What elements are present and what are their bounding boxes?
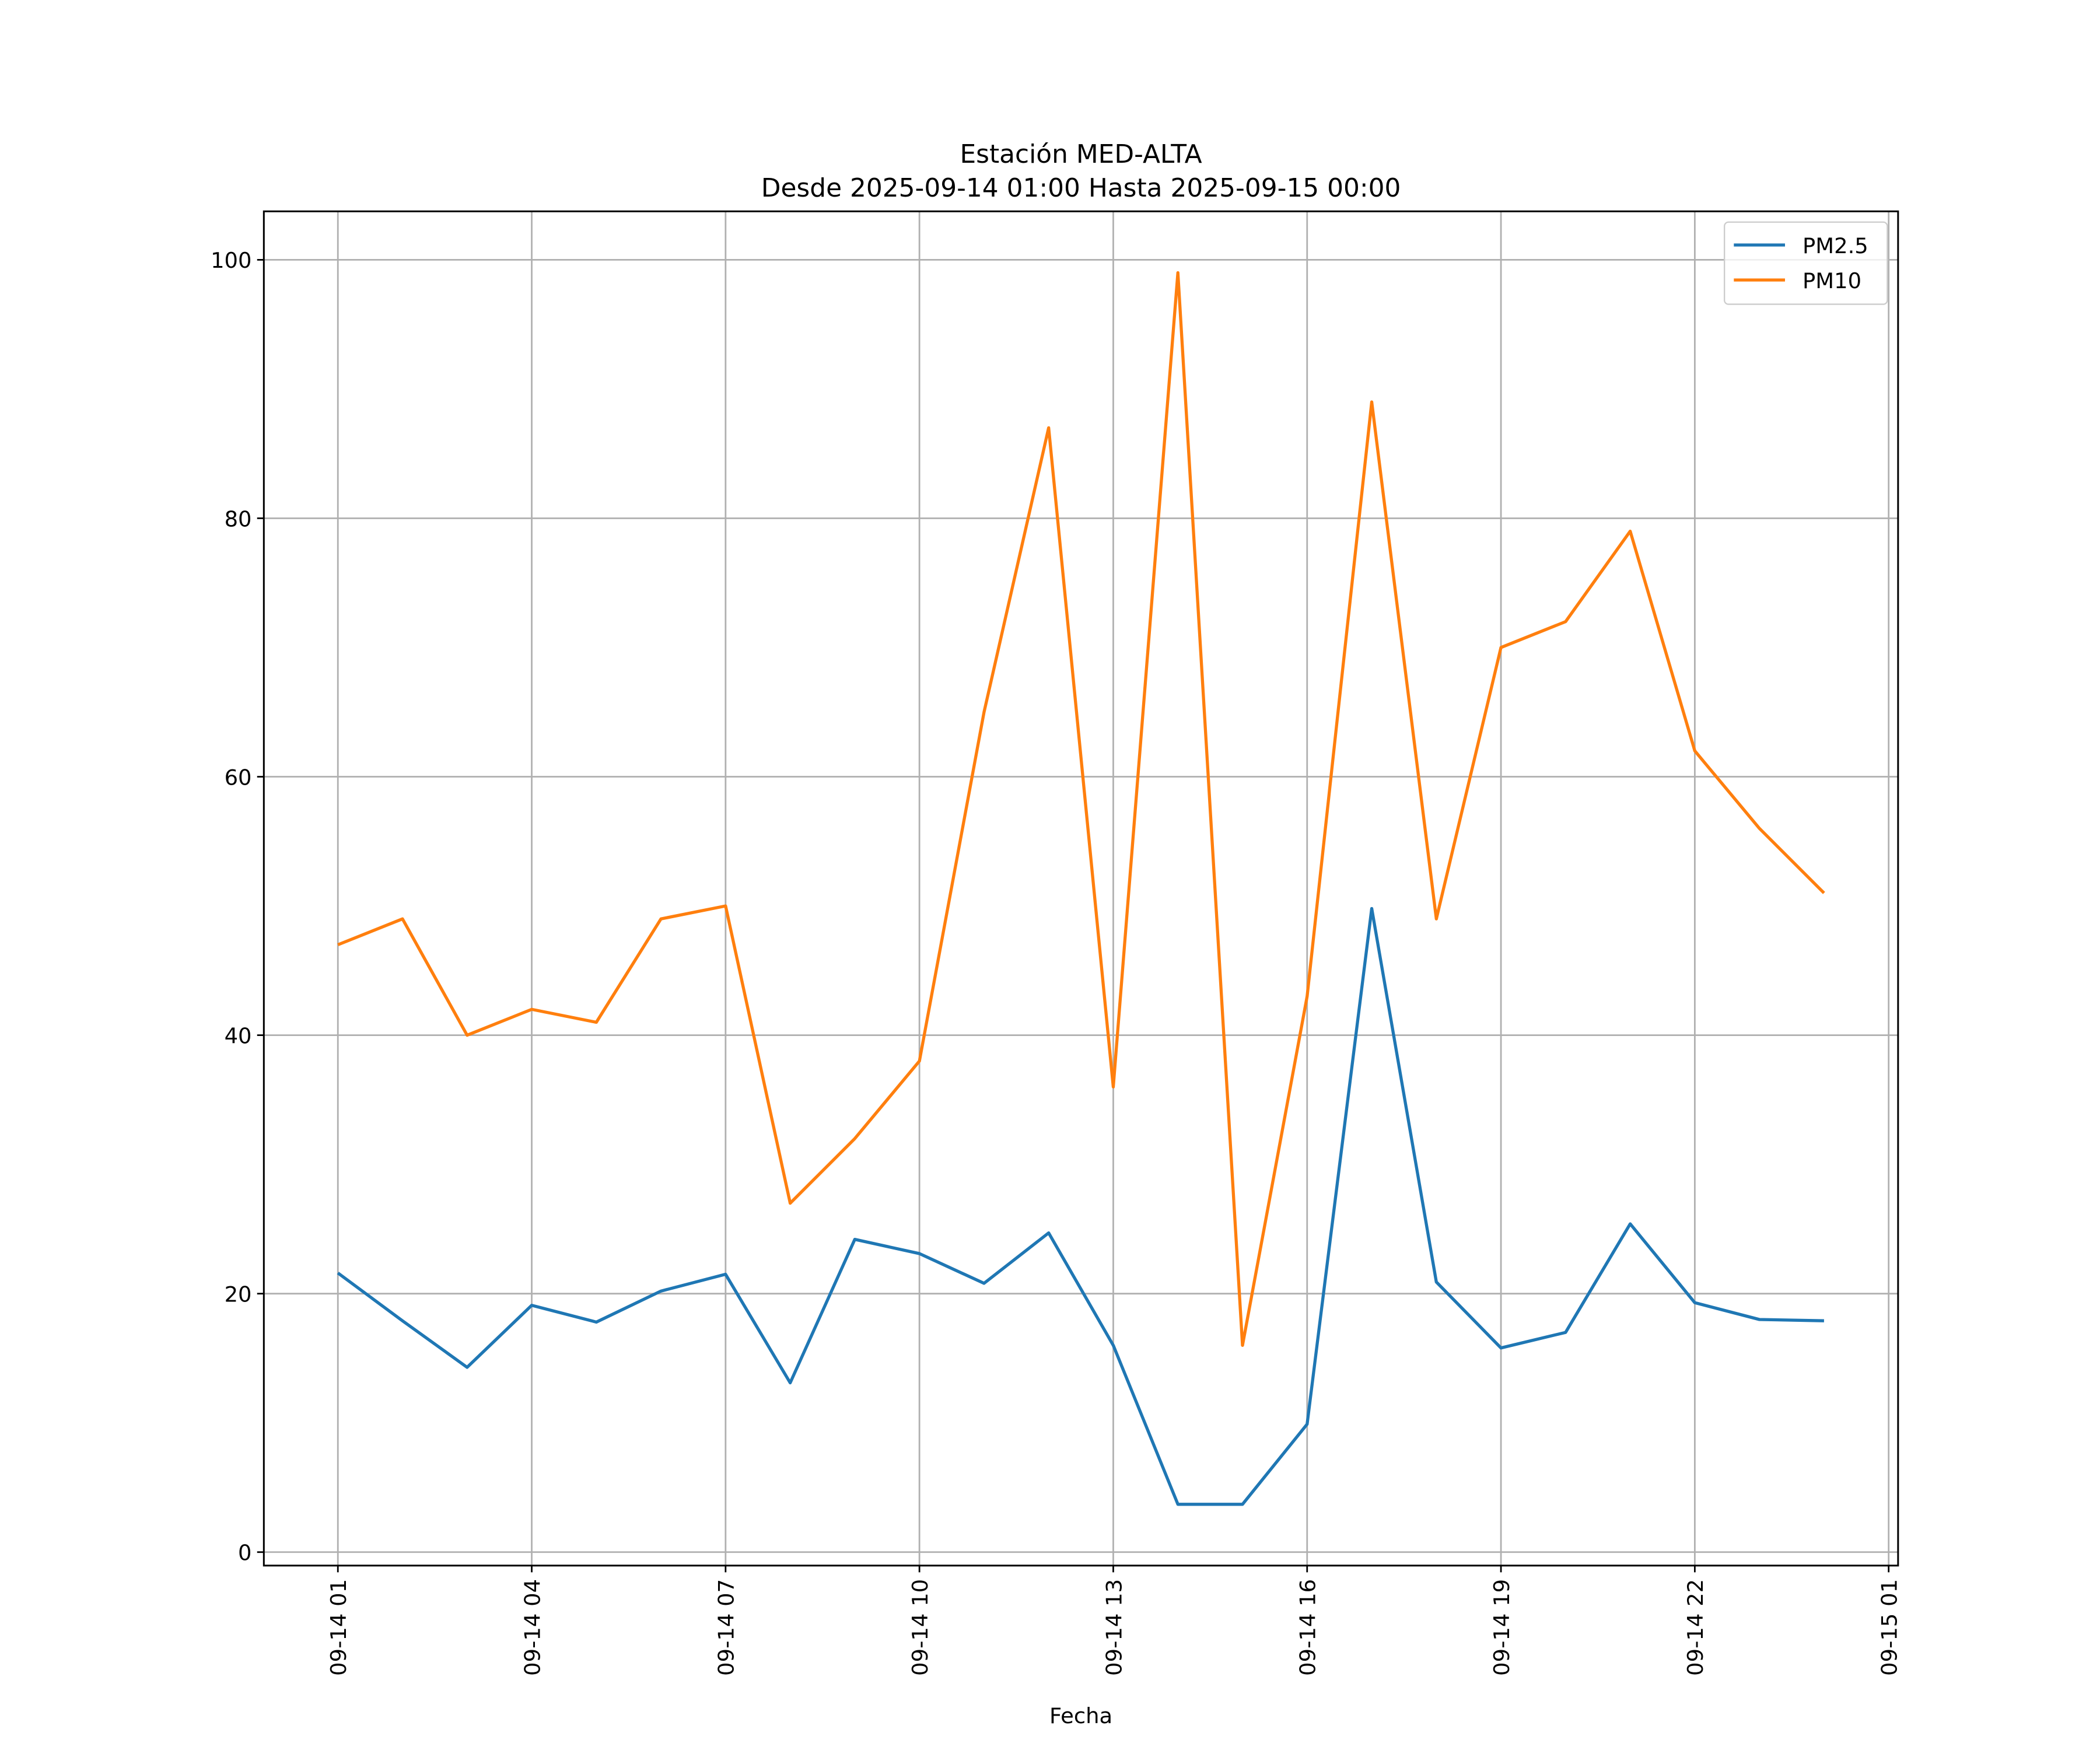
grid (264, 211, 1898, 1566)
series-lines (337, 271, 1825, 1506)
series-line-pm25 (337, 907, 1824, 1506)
y-tick-label: 80 (225, 506, 252, 531)
y-tick-label: 0 (238, 1541, 251, 1566)
y-tick-label: 20 (225, 1282, 252, 1307)
x-tick-label: 09-14 01 (326, 1579, 351, 1676)
x-tick-label: 09-15 01 (1877, 1579, 1902, 1676)
x-tick-label: 09-14 04 (520, 1579, 545, 1676)
axis-ticks: 09-14 01 09-14 04 09-14 07 09-14 10 09-14 13… (211, 248, 1902, 1676)
legend: PM2.5 PM10 (1723, 221, 1888, 305)
y-tick-label: 100 (211, 248, 251, 273)
plot-frame (262, 210, 1899, 1567)
y-tick-label: 40 (225, 1023, 252, 1048)
x-axis-label: Fecha (1049, 1703, 1112, 1728)
chart-subtitle: Desde 2025-09-14 01:00 Hasta 2025-09-15 … (761, 173, 1401, 203)
x-tick-label: 09-14 22 (1683, 1579, 1708, 1676)
legend-label: PM10 (1803, 268, 1861, 293)
legend-label: PM2.5 (1803, 233, 1868, 258)
x-tick-label: 09-14 10 (908, 1579, 933, 1676)
y-tick-label: 60 (225, 765, 252, 790)
x-tick-label: 09-14 13 (1101, 1579, 1126, 1676)
x-tick-label: 09-14 07 (714, 1579, 739, 1676)
chart-title: Estación MED-ALTA (960, 139, 1202, 169)
x-tick-label: 09-14 19 (1489, 1579, 1514, 1676)
series-line-pm10 (337, 271, 1825, 1347)
x-tick-label: 09-14 16 (1296, 1579, 1321, 1676)
